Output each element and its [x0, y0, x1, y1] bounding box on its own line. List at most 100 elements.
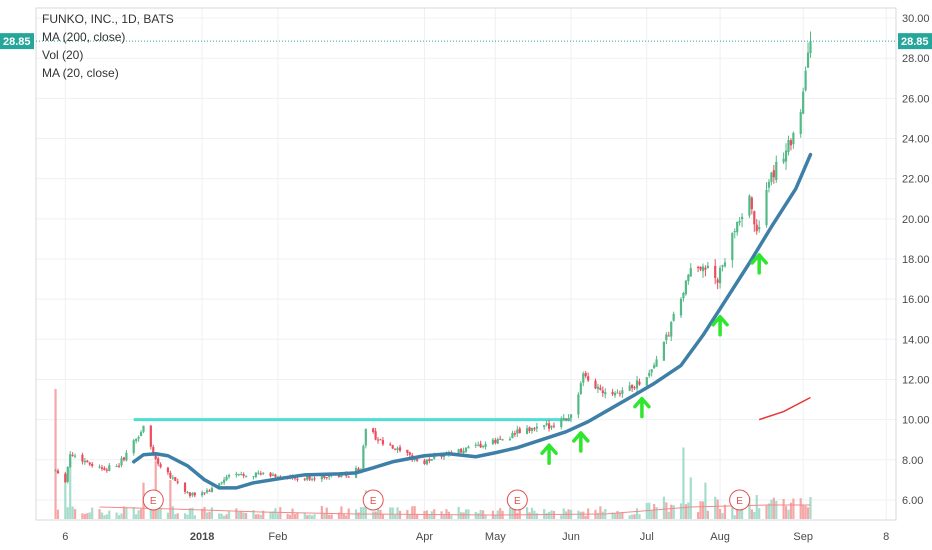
candle [733, 228, 736, 239]
candle-body [596, 386, 600, 389]
candle-body [740, 216, 744, 220]
volume-bar [809, 496, 812, 519]
earnings-circle [729, 489, 751, 511]
volume-bar [565, 511, 568, 519]
candle [687, 273, 690, 285]
candle-body [81, 454, 84, 462]
candle [406, 449, 409, 456]
candle-body [467, 446, 470, 449]
candle [245, 475, 248, 478]
volume-bar [220, 513, 223, 519]
volume-bar [201, 508, 204, 519]
y-axis-right[interactable]: 6.00 8.00 10.00 12.00 14.00 16.00 18.00 20.00 22… [898, 13, 932, 507]
candle [543, 424, 546, 430]
volume-bar [457, 506, 460, 519]
candle [201, 490, 204, 498]
candle-body [804, 70, 807, 91]
candle [577, 392, 580, 419]
volume-bar [262, 510, 265, 519]
x-tick-label: 2018 [190, 531, 214, 543]
candle [633, 385, 636, 390]
legend-title: FUNKO, INC., 1D, BATS [42, 12, 174, 26]
candle [748, 194, 751, 219]
volume-bar [154, 460, 157, 519]
candle-body [218, 483, 221, 489]
candle-body [499, 438, 502, 440]
volume-bar [103, 515, 106, 519]
candle-body [670, 321, 673, 337]
candle-body [159, 464, 162, 468]
candle [511, 430, 514, 439]
volume-bar [359, 507, 363, 519]
candle [569, 413, 573, 422]
volume-bar [245, 512, 248, 519]
candle [552, 422, 556, 429]
volume-bar [601, 511, 604, 519]
candle-body [157, 458, 160, 464]
candle-body [391, 445, 394, 449]
candle-body [149, 425, 152, 447]
candle-body [396, 448, 399, 450]
volume-bar [183, 513, 187, 519]
volume-bar [310, 515, 314, 519]
y-tick-label: 14.00 [902, 334, 930, 346]
volume-bar [235, 508, 238, 519]
candle-body [679, 298, 683, 316]
candle [398, 444, 402, 453]
candle [579, 381, 582, 396]
candle [137, 435, 140, 442]
candle [364, 428, 367, 449]
earnings-label: E [514, 496, 521, 507]
candle-body [738, 220, 741, 223]
volume-bar [804, 505, 807, 519]
candle [347, 475, 350, 478]
candle [628, 381, 631, 392]
volume-bar [772, 497, 775, 519]
volume-bar [242, 512, 245, 519]
candle [139, 430, 143, 437]
candle-body [577, 394, 580, 415]
candle [125, 450, 128, 462]
candle-body [765, 189, 768, 226]
volume-bar [611, 512, 614, 519]
volume-bar [83, 513, 86, 519]
candle-body [117, 465, 121, 467]
earnings-circle [142, 489, 164, 511]
candle-body [753, 211, 756, 225]
candle-body [530, 427, 534, 431]
candle [599, 384, 602, 391]
moving-averages [131, 152, 813, 490]
price-tag-label: 28.85 [901, 36, 929, 48]
earnings-label: E [370, 496, 377, 507]
x-axis[interactable]: 6 2018 Feb Apr May Jun Jul Aug Sep 8 [62, 531, 889, 543]
volume-bar [662, 496, 665, 519]
volume-bar [613, 513, 617, 519]
candle [69, 450, 72, 469]
earnings-icon: E [362, 489, 384, 511]
volume-bar [237, 511, 240, 519]
candle [582, 371, 585, 387]
candle [604, 388, 607, 399]
candle-body [325, 477, 328, 479]
volume-bar [330, 514, 333, 519]
candle [782, 152, 785, 165]
candle [379, 438, 382, 441]
candle-body [433, 455, 436, 459]
candle-body [758, 226, 761, 230]
candle [66, 466, 69, 484]
volume-bar [120, 513, 123, 519]
candle [484, 441, 487, 450]
earnings-icon: E [142, 489, 164, 511]
support-arrow-icon [572, 431, 590, 453]
candle [736, 221, 739, 236]
candle [706, 261, 709, 269]
candle-body [545, 423, 548, 425]
volume-bar [423, 511, 426, 519]
volume-bar [775, 500, 778, 519]
candle-body [91, 463, 94, 466]
volume-bar [252, 509, 255, 519]
candle [193, 492, 196, 498]
candle-body [406, 449, 409, 453]
candle [738, 217, 741, 226]
